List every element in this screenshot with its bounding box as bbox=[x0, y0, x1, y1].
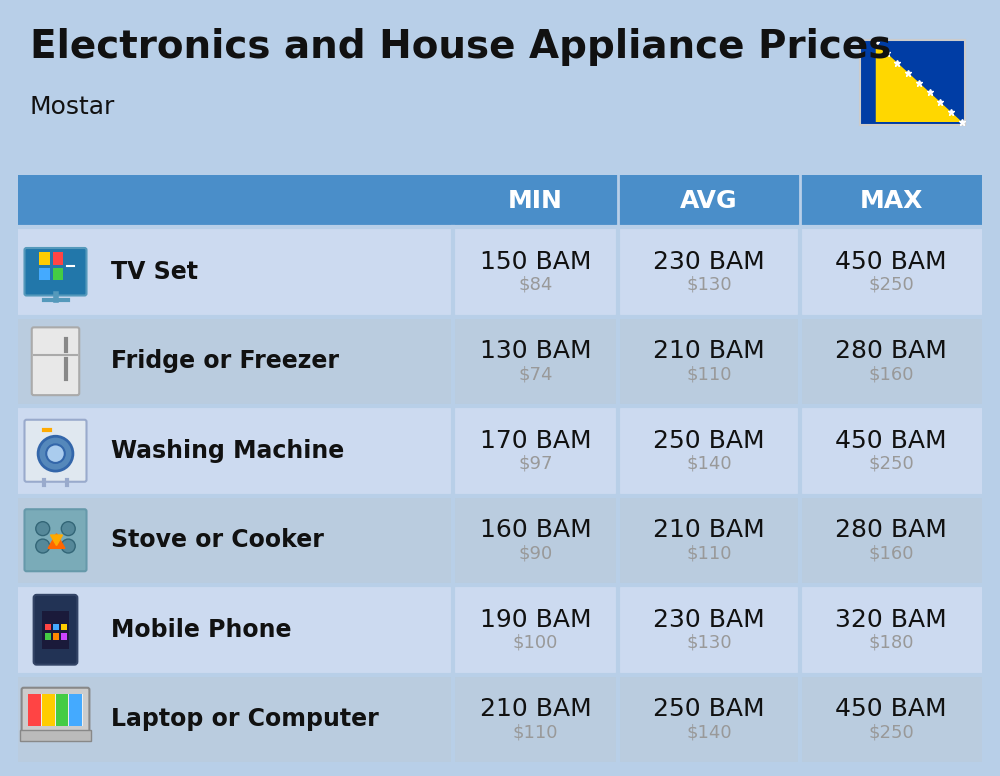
Bar bbox=[53, 633, 59, 639]
Text: $130: $130 bbox=[686, 275, 732, 294]
Bar bbox=[42, 694, 54, 726]
Text: 250 BAM: 250 BAM bbox=[653, 698, 765, 721]
Text: 210 BAM: 210 BAM bbox=[653, 339, 765, 363]
Text: 210 BAM: 210 BAM bbox=[653, 518, 765, 542]
Text: $110: $110 bbox=[686, 544, 732, 563]
Bar bbox=[53, 624, 59, 630]
Text: 150 BAM: 150 BAM bbox=[480, 250, 591, 274]
Text: 210 BAM: 210 BAM bbox=[480, 698, 591, 721]
Text: $130: $130 bbox=[686, 634, 732, 652]
Bar bbox=[53, 268, 63, 280]
Text: 130 BAM: 130 BAM bbox=[480, 339, 591, 363]
Text: 190 BAM: 190 BAM bbox=[480, 608, 591, 632]
Bar bbox=[18, 227, 982, 317]
Text: $84: $84 bbox=[518, 275, 553, 294]
Text: MIN: MIN bbox=[508, 189, 563, 213]
Bar bbox=[39, 252, 50, 265]
Bar bbox=[45, 633, 51, 639]
Text: $90: $90 bbox=[518, 544, 553, 563]
Text: 230 BAM: 230 BAM bbox=[653, 608, 765, 632]
Text: Stove or Cooker: Stove or Cooker bbox=[111, 528, 324, 553]
Bar bbox=[61, 633, 67, 639]
Bar bbox=[18, 496, 982, 585]
Text: $180: $180 bbox=[868, 634, 914, 652]
Bar bbox=[20, 730, 91, 741]
Text: $160: $160 bbox=[868, 365, 914, 383]
Text: 160 BAM: 160 BAM bbox=[480, 518, 591, 542]
Bar bbox=[39, 268, 50, 280]
Text: $140: $140 bbox=[686, 455, 732, 473]
FancyBboxPatch shape bbox=[34, 595, 77, 665]
Text: Mobile Phone: Mobile Phone bbox=[111, 618, 292, 642]
FancyBboxPatch shape bbox=[24, 420, 87, 482]
Text: AVG: AVG bbox=[680, 189, 738, 213]
Text: 450 BAM: 450 BAM bbox=[835, 698, 947, 721]
Text: $110: $110 bbox=[513, 723, 558, 741]
Text: TV Set: TV Set bbox=[111, 260, 198, 284]
Bar bbox=[42, 611, 69, 649]
Text: $97: $97 bbox=[518, 455, 553, 473]
Text: 450 BAM: 450 BAM bbox=[835, 250, 947, 274]
Text: Washing Machine: Washing Machine bbox=[111, 438, 344, 462]
Text: 320 BAM: 320 BAM bbox=[835, 608, 947, 632]
Bar bbox=[45, 624, 51, 630]
Circle shape bbox=[36, 539, 50, 553]
Text: 280 BAM: 280 BAM bbox=[835, 339, 947, 363]
Circle shape bbox=[46, 445, 65, 463]
Text: Electronics and House Appliance Prices: Electronics and House Appliance Prices bbox=[30, 28, 891, 66]
Text: $100: $100 bbox=[513, 634, 558, 652]
Bar bbox=[56, 694, 68, 726]
Circle shape bbox=[61, 539, 75, 553]
Polygon shape bbox=[876, 43, 962, 122]
Bar bbox=[69, 694, 82, 726]
Text: $110: $110 bbox=[686, 365, 732, 383]
FancyBboxPatch shape bbox=[24, 509, 87, 571]
FancyBboxPatch shape bbox=[22, 688, 89, 733]
Bar bbox=[860, 40, 965, 125]
Text: Mostar: Mostar bbox=[30, 95, 115, 119]
Text: 170 BAM: 170 BAM bbox=[480, 429, 591, 452]
FancyBboxPatch shape bbox=[24, 248, 87, 296]
Text: $250: $250 bbox=[868, 275, 914, 294]
Text: 230 BAM: 230 BAM bbox=[653, 250, 765, 274]
Bar bbox=[53, 252, 63, 265]
Text: $74: $74 bbox=[518, 365, 553, 383]
Bar bbox=[18, 317, 982, 406]
Text: $160: $160 bbox=[868, 544, 914, 563]
Bar bbox=[18, 175, 982, 227]
Circle shape bbox=[36, 521, 50, 535]
Text: $140: $140 bbox=[686, 723, 732, 741]
Text: $250: $250 bbox=[868, 723, 914, 741]
Bar bbox=[18, 585, 982, 674]
Circle shape bbox=[61, 521, 75, 535]
Bar bbox=[28, 694, 83, 726]
Text: Laptop or Computer: Laptop or Computer bbox=[111, 707, 379, 731]
Text: 450 BAM: 450 BAM bbox=[835, 429, 947, 452]
Text: Fridge or Freezer: Fridge or Freezer bbox=[111, 349, 339, 373]
Text: 280 BAM: 280 BAM bbox=[835, 518, 947, 542]
Bar bbox=[18, 674, 982, 764]
Bar bbox=[61, 624, 67, 630]
Text: $250: $250 bbox=[868, 455, 914, 473]
Text: MAX: MAX bbox=[859, 189, 923, 213]
Circle shape bbox=[38, 436, 73, 471]
Bar bbox=[28, 694, 41, 726]
FancyBboxPatch shape bbox=[32, 327, 79, 395]
Bar bbox=[18, 406, 982, 496]
Text: 250 BAM: 250 BAM bbox=[653, 429, 765, 452]
